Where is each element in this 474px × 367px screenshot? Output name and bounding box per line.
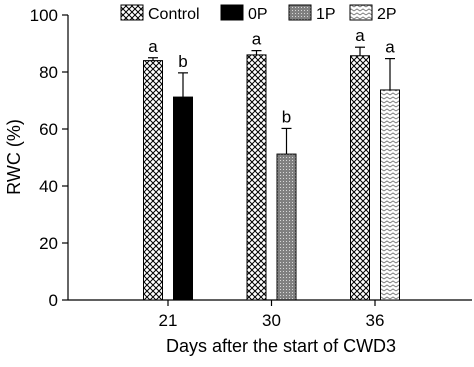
significance-letter: b xyxy=(178,52,187,71)
bar xyxy=(246,54,267,301)
significance-letter: a xyxy=(148,37,158,56)
y-tick-label: 0 xyxy=(49,291,58,310)
y-tick-label: 60 xyxy=(39,120,58,139)
error-bar xyxy=(251,50,262,55)
y-tick-label: 80 xyxy=(39,63,58,82)
legend-label: 0P xyxy=(248,6,268,23)
x-tick-label: 36 xyxy=(366,311,385,330)
error-bar xyxy=(148,57,158,61)
x-axis-label: Days after the start of CWD3 xyxy=(166,336,396,356)
error-bar xyxy=(385,58,395,90)
significance-letter: a xyxy=(385,38,395,57)
error-bar xyxy=(178,72,188,98)
error-bar xyxy=(281,127,292,155)
x-tick-label: 21 xyxy=(159,311,178,330)
y-tick-label: 20 xyxy=(39,234,58,253)
legend-swatch xyxy=(120,4,144,21)
y-tick-label: 100 xyxy=(30,6,58,25)
error-bar xyxy=(355,46,365,56)
y-axis-label: RWC (%) xyxy=(4,119,24,195)
bar xyxy=(173,96,193,301)
bar xyxy=(143,60,163,301)
y-tick-label: 40 xyxy=(39,177,58,196)
legend-swatch xyxy=(349,4,373,21)
x-tick-label: 30 xyxy=(262,311,281,330)
legend-swatch xyxy=(288,4,312,21)
legend-label: 2P xyxy=(377,6,397,23)
significance-letter: a xyxy=(252,30,262,49)
significance-letter: a xyxy=(355,26,365,45)
legend-label: Control xyxy=(148,6,200,23)
bar xyxy=(276,153,297,301)
legend-label: 1P xyxy=(316,6,336,23)
bar xyxy=(350,55,370,301)
legend-swatch xyxy=(220,4,244,21)
bar xyxy=(380,89,400,301)
significance-letter: b xyxy=(282,107,291,126)
